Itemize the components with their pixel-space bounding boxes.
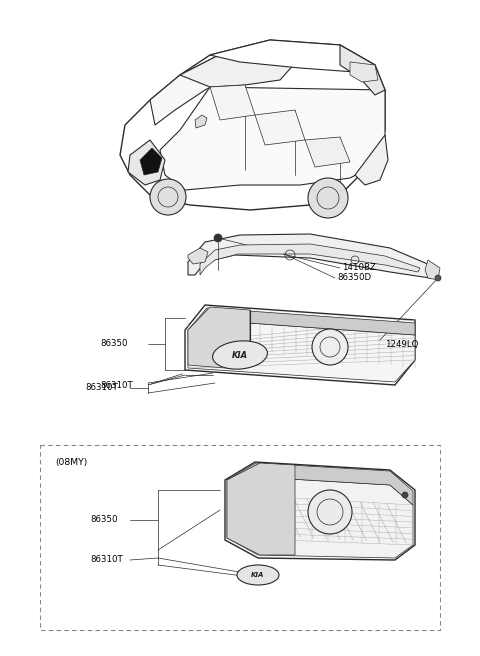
Polygon shape bbox=[140, 148, 162, 175]
Polygon shape bbox=[200, 244, 420, 275]
Ellipse shape bbox=[237, 565, 279, 585]
Text: 86350D: 86350D bbox=[337, 274, 371, 283]
Polygon shape bbox=[188, 307, 250, 368]
Polygon shape bbox=[195, 115, 207, 128]
Text: 86350: 86350 bbox=[100, 340, 128, 348]
Circle shape bbox=[402, 492, 408, 498]
Circle shape bbox=[150, 179, 186, 215]
Text: 86310T: 86310T bbox=[85, 384, 118, 392]
Polygon shape bbox=[305, 137, 350, 167]
Polygon shape bbox=[227, 463, 295, 555]
Polygon shape bbox=[227, 463, 413, 505]
Polygon shape bbox=[350, 62, 378, 82]
Text: 1410BZ: 1410BZ bbox=[342, 264, 376, 272]
Circle shape bbox=[435, 275, 441, 281]
Polygon shape bbox=[210, 40, 375, 72]
Polygon shape bbox=[180, 47, 305, 87]
Polygon shape bbox=[160, 87, 385, 190]
Text: 86310T: 86310T bbox=[90, 556, 123, 565]
Text: 86310T: 86310T bbox=[100, 380, 133, 390]
Circle shape bbox=[308, 490, 352, 534]
Polygon shape bbox=[120, 40, 385, 210]
Text: (08MY): (08MY) bbox=[55, 457, 87, 466]
Polygon shape bbox=[425, 260, 440, 280]
Polygon shape bbox=[150, 50, 260, 125]
Polygon shape bbox=[188, 308, 415, 342]
Polygon shape bbox=[227, 477, 413, 558]
Text: 86350: 86350 bbox=[90, 516, 118, 525]
Polygon shape bbox=[340, 45, 385, 95]
Polygon shape bbox=[225, 462, 415, 560]
Polygon shape bbox=[188, 320, 415, 382]
Text: KIA: KIA bbox=[232, 350, 248, 359]
Polygon shape bbox=[188, 234, 430, 278]
Polygon shape bbox=[210, 85, 255, 120]
Circle shape bbox=[308, 178, 348, 218]
Text: 1249LQ: 1249LQ bbox=[385, 340, 419, 350]
Polygon shape bbox=[128, 140, 165, 185]
Ellipse shape bbox=[213, 341, 267, 369]
Bar bbox=[40, 445, 440, 630]
Polygon shape bbox=[185, 305, 415, 385]
Text: KIA: KIA bbox=[252, 572, 264, 578]
Circle shape bbox=[214, 234, 222, 242]
Polygon shape bbox=[188, 248, 208, 264]
Circle shape bbox=[312, 329, 348, 365]
Polygon shape bbox=[355, 135, 388, 185]
Polygon shape bbox=[255, 110, 305, 145]
